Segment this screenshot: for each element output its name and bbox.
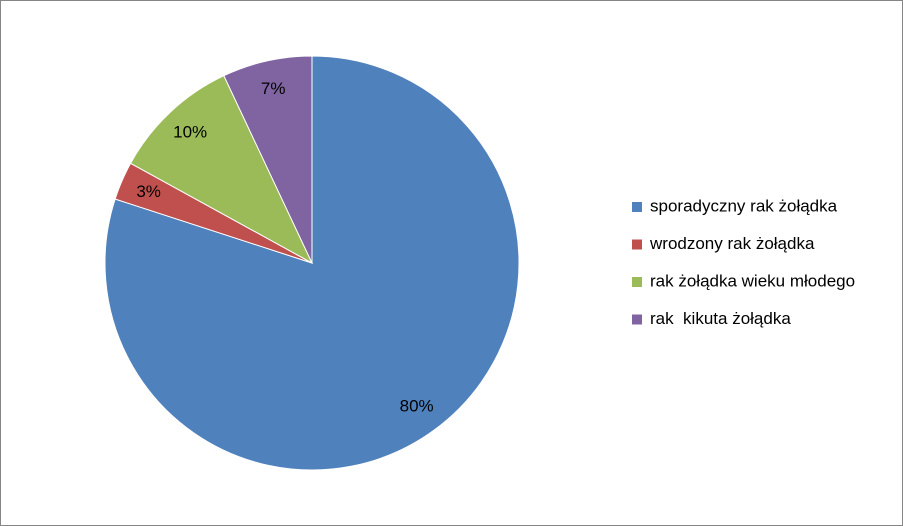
- legend-swatch: [632, 202, 642, 212]
- legend-label: rak żołądka wieku młodego: [650, 271, 855, 290]
- data-label: 7%: [261, 79, 286, 98]
- pie-slice: [129, 75, 314, 265]
- data-label: 10%: [173, 123, 207, 142]
- legend-swatch: [632, 277, 642, 287]
- legend-label: rak kikuta żołądka: [650, 309, 791, 328]
- legend-swatch: [632, 314, 642, 325]
- data-label: 3%: [136, 182, 161, 201]
- legend-swatch: [632, 239, 642, 250]
- legend-label: wrodzony rak żołądka: [649, 234, 815, 253]
- data-label: 80%: [400, 397, 434, 416]
- pie-slice: [223, 55, 313, 264]
- legend-label: sporadyczny rak żołądka: [650, 196, 838, 215]
